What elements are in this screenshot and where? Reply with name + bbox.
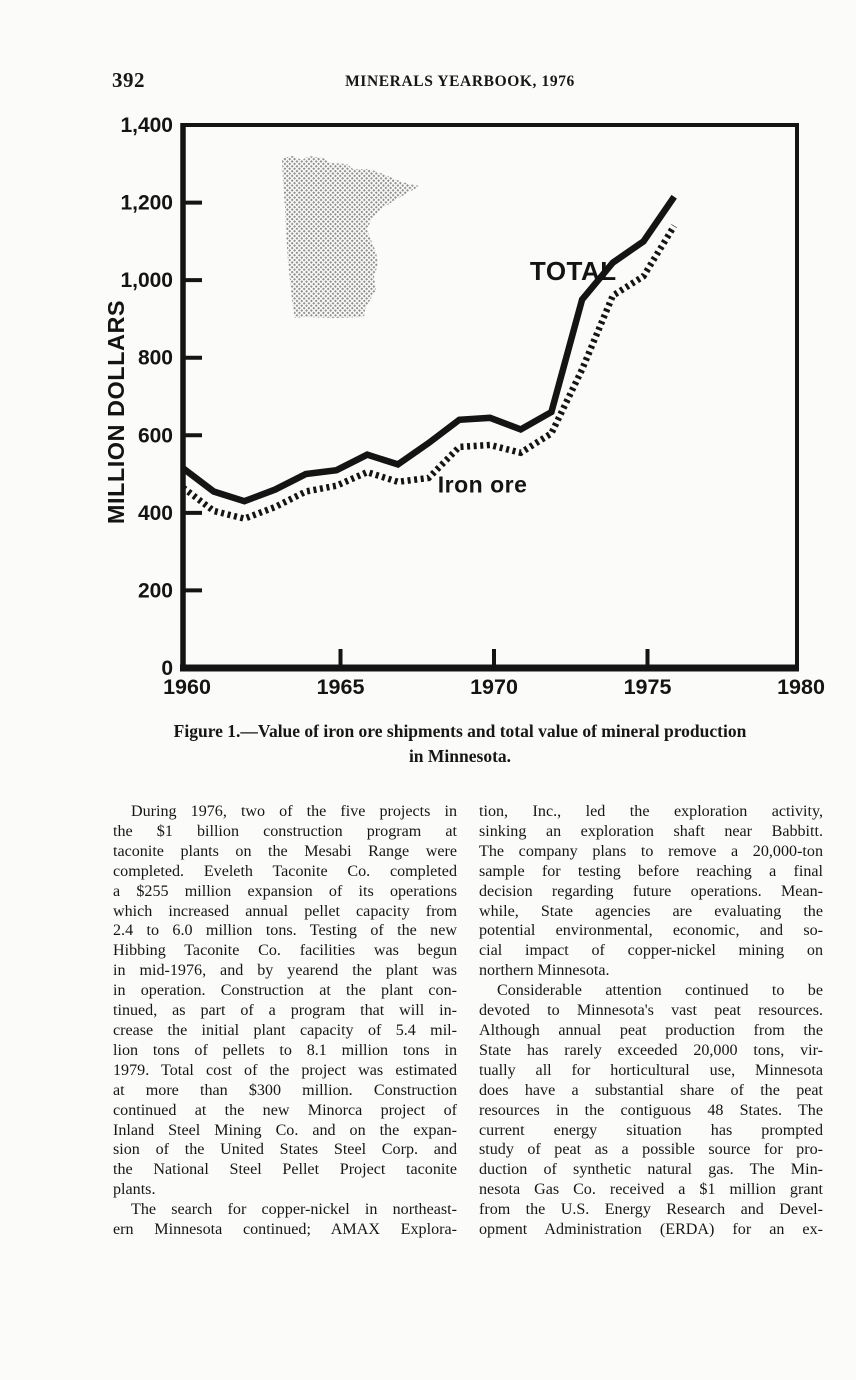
y-tick-label: 600 <box>138 424 173 447</box>
x-tick-label: 1965 <box>317 675 365 699</box>
text-line: current energy situation has prompted <box>479 1121 823 1139</box>
text-line: northern Minnesota. <box>479 962 610 980</box>
text-line: completed. Eveleth Taconite Co. complete… <box>113 862 457 880</box>
series-label-total: TOTAL <box>530 256 617 286</box>
text-line: tinued, as part of a program that will i… <box>113 1002 457 1020</box>
x-tick-label: 1980 <box>777 675 825 699</box>
plot-frame <box>181 123 799 670</box>
text-line: lion tons of pellets to 8.1 million tons… <box>113 1041 457 1059</box>
text-line: the $1 billion construction program at <box>113 822 457 840</box>
text-line: a $255 million expansion of its operatio… <box>113 882 457 900</box>
text-line: tion, Inc., led the exploration activity… <box>479 803 823 820</box>
y-axis-title: MILLION DOLLARS <box>103 300 129 524</box>
y-tick-label: 400 <box>138 502 173 525</box>
text-column-right: tion, Inc., led the exploration activity… <box>479 802 823 1240</box>
text-line: does have a substantial share of the pea… <box>479 1081 823 1099</box>
y-tick-label: 800 <box>138 347 173 370</box>
text-line: opment Administration (ERDA) for an ex- <box>479 1221 823 1239</box>
text-line: from the U.S. Energy Research and Devel- <box>479 1201 823 1219</box>
text-line: The search for copper-nickel in northeas… <box>131 1201 457 1219</box>
text-line: Although annual peat production from the <box>479 1021 823 1039</box>
chart-svg: 0 200 400 600 800 1,000 1,200 1,400 1960 1965 1970… <box>103 114 825 699</box>
text-line: devoted to Minnesota's vast peat resourc… <box>479 1002 823 1020</box>
text-line: taconite plants on the Mesabi Range were <box>113 842 457 860</box>
text-line: in mid-1976, and by yearend the plant wa… <box>113 962 457 980</box>
text-line: State has rarely exceeded 20,000 tons, v… <box>479 1041 823 1059</box>
text-line: crease the initial plant capacity of 5.4… <box>113 1021 457 1039</box>
y-tick-label: 1,200 <box>120 192 173 215</box>
page-number: 392 <box>112 68 145 92</box>
figure-caption-line-1: Figure 1.—Value of iron ore shipments an… <box>173 721 747 741</box>
text-line: 1979. Total cost of the project was esti… <box>113 1061 457 1079</box>
text-line: 2.4 to 6.0 million tons. Testing of the … <box>113 922 457 940</box>
text-line: while, State agencies are evaluating the <box>479 902 823 920</box>
text-line: at more than $300 million. Construction <box>113 1081 457 1099</box>
text-line: plants. <box>113 1181 156 1199</box>
text-line: Hibbing Taconite Co. facilities was begu… <box>113 942 457 960</box>
text-line: duction of synthetic natural gas. The Mi… <box>479 1161 823 1179</box>
series-line-total <box>181 194 677 505</box>
text-line: sinking an exploration shaft near Babbit… <box>479 822 823 840</box>
y-tick-label: 1,000 <box>120 269 173 292</box>
series-label-iron-ore: Iron ore <box>438 472 528 498</box>
series-line-iron-ore <box>181 224 677 523</box>
x-tick-label: 1960 <box>163 675 211 699</box>
text-line: ern Minnesota continued; AMAX Explora- <box>113 1221 457 1239</box>
figure-caption-line-2: in Minnesota. <box>408 745 512 766</box>
text-line: Inland Steel Mining Co. and on the expan… <box>113 1121 457 1139</box>
text-line: Considerable attention continued to be <box>497 982 823 1000</box>
text-column-left: During 1976, two of the five projects in… <box>113 802 457 1240</box>
text-line: potential environmental, economic, and s… <box>479 922 823 940</box>
text-line: which increased annual pellet capacity f… <box>113 902 457 920</box>
minnesota-map-inset <box>282 156 420 318</box>
text-line: sion of the United States Steel Corp. an… <box>113 1141 457 1159</box>
text-line: tually all for horticultural use, Minnes… <box>479 1061 823 1079</box>
running-title: MINERALS YEARBOOK, 1976 <box>345 73 575 90</box>
text-line: resources in the contiguous 48 States. T… <box>479 1101 823 1119</box>
text-line: continued at the new Minorca project of <box>113 1101 457 1119</box>
x-tick-label: 1975 <box>624 675 672 699</box>
text-line: The company plans to remove a 20,000-ton <box>479 842 823 860</box>
figure-1-chart: 0 200 400 600 800 1,000 1,200 1,400 1960 1965 1970… <box>95 112 825 707</box>
text-line: study of peat as a possible source for p… <box>479 1141 823 1159</box>
text-line: cial impact of copper-nickel mining on <box>479 942 823 960</box>
text-line: the National Steel Pellet Project taconi… <box>113 1161 457 1179</box>
y-tick-label: 1,400 <box>120 114 173 137</box>
figure-caption: Figure 1.—Value of iron ore shipments an… <box>75 719 845 768</box>
y-tick-label: 0 <box>161 657 173 680</box>
x-tick-label: 1970 <box>470 675 518 699</box>
text-line: nesota Gas Co. received a $1 million gra… <box>479 1181 823 1199</box>
text-line: in operation. Construction at the plant … <box>113 982 457 1000</box>
text-line: decision regarding future operations. Me… <box>479 882 823 900</box>
text-line: sample for testing before reaching a fin… <box>479 862 823 880</box>
y-tick-label: 200 <box>138 579 173 602</box>
text-line: During 1976, two of the five projects in <box>131 803 457 820</box>
